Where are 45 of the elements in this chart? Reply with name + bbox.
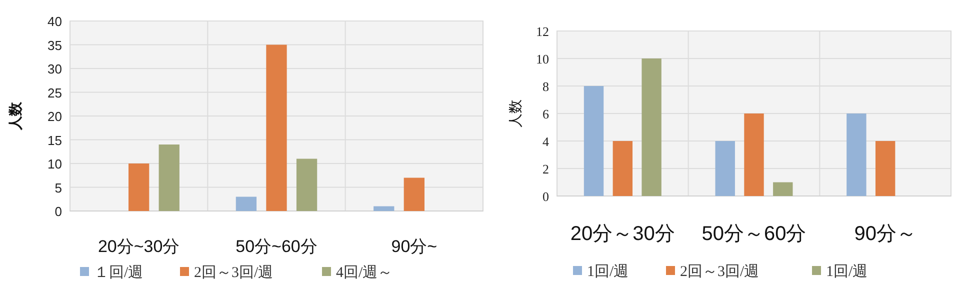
y-tick-label: 4 [542, 134, 550, 149]
y-tick-label: 2 [542, 162, 549, 176]
x-tick-label: 50分~60分 [236, 237, 318, 256]
y-tick-label: 12 [536, 24, 549, 39]
legend-label: 2回～3回/週 [194, 265, 274, 281]
y-tick-label: 40 [48, 14, 62, 29]
y-tick-label: 6 [542, 106, 550, 122]
legend-label: 1回/週 [826, 264, 868, 280]
bar [236, 196, 257, 211]
legend-label: 1回/週 [587, 264, 629, 280]
bar [296, 158, 318, 211]
bar [875, 141, 896, 196]
bar [612, 141, 633, 196]
bar [158, 144, 180, 211]
x-tick-label: 20分～30分 [570, 223, 675, 245]
y-axis-title: 人数 [507, 100, 523, 128]
y-tick-label: 35 [48, 38, 62, 53]
x-tick-label: 50分～60分 [702, 223, 806, 245]
bar [773, 182, 793, 196]
bar [584, 86, 604, 196]
y-tick-label: 25 [48, 85, 62, 100]
x-tick-label: 90分～ [854, 223, 916, 245]
bar [266, 44, 287, 211]
y-axis-title: 人数 [7, 101, 23, 131]
legend-label: 4回/週～ [336, 265, 393, 281]
y-tick-label: 20 [48, 109, 62, 124]
bar [715, 141, 735, 196]
y-tick-label: 30 [48, 62, 62, 76]
y-tick-label: 5 [54, 180, 62, 196]
bar [744, 114, 764, 196]
bar [374, 206, 394, 211]
y-tick-label: 15 [48, 132, 62, 148]
y-tick-label: 8 [542, 79, 549, 94]
bar [404, 178, 424, 211]
bar [128, 164, 150, 211]
y-tick-label: 0 [54, 204, 62, 219]
x-tick-label: 20分~30分 [98, 237, 180, 256]
y-tick-label: 10 [48, 156, 62, 172]
x-tick-label: 90分~ [391, 237, 438, 256]
y-tick-label: 0 [542, 189, 549, 204]
legend-label: 2回～3回/週 [680, 264, 760, 280]
bar [642, 58, 662, 196]
legend-label: １回/週 [94, 265, 144, 281]
y-tick-label: 10 [536, 52, 549, 66]
bar [846, 114, 866, 196]
